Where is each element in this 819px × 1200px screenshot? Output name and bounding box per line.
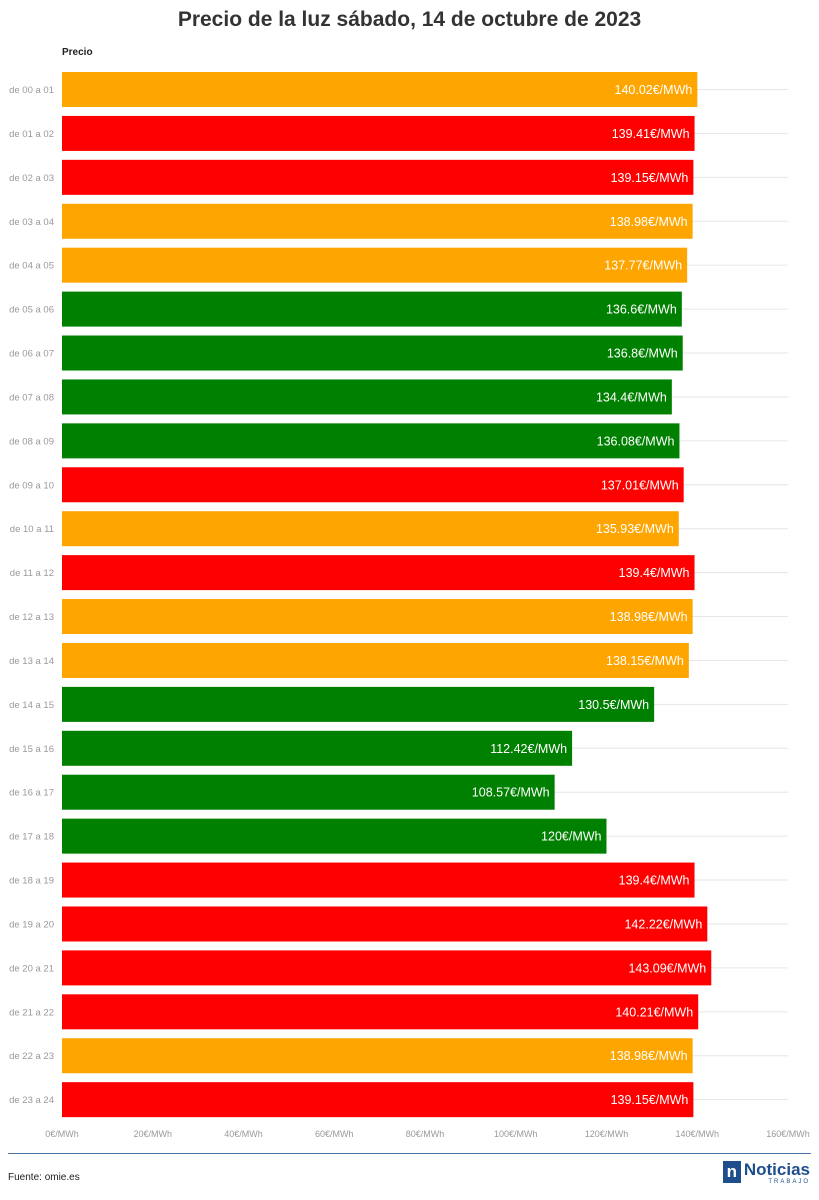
category-label: de 00 a 01 bbox=[9, 85, 54, 96]
category-label: de 21 a 22 bbox=[9, 1007, 54, 1018]
category-label: de 01 a 02 bbox=[9, 129, 54, 140]
x-tick-label: 160€/MWh bbox=[766, 1129, 810, 1139]
category-label: de 02 a 03 bbox=[9, 173, 54, 184]
logo-main-text: Noticias bbox=[743, 1160, 810, 1179]
category-label: de 16 a 17 bbox=[9, 788, 54, 799]
footer-divider bbox=[8, 1153, 811, 1154]
value-label: 139.4€/MWh bbox=[619, 566, 690, 580]
value-label: 137.01€/MWh bbox=[601, 478, 679, 492]
category-label: de 13 a 14 bbox=[9, 656, 54, 667]
value-label: 138.15€/MWh bbox=[606, 654, 684, 668]
category-label: de 06 a 07 bbox=[9, 349, 54, 360]
bar bbox=[62, 950, 712, 986]
logo-sub-text: TRABAJO bbox=[768, 1179, 810, 1185]
x-tick-label: 120€/MWh bbox=[585, 1129, 629, 1139]
value-label: 136.08€/MWh bbox=[597, 434, 675, 448]
category-label: de 10 a 11 bbox=[10, 524, 54, 535]
value-label: 140.21€/MWh bbox=[615, 1005, 693, 1019]
x-tick-label: 60€/MWh bbox=[315, 1129, 354, 1139]
bar bbox=[62, 115, 695, 151]
category-label: de 09 a 10 bbox=[9, 480, 54, 491]
value-label: 138.98€/MWh bbox=[610, 610, 688, 624]
bar bbox=[62, 159, 694, 195]
noticias-trabajo-logo: n Noticias TRABAJO bbox=[722, 1160, 810, 1186]
category-label: de 07 a 08 bbox=[9, 392, 54, 403]
category-label: de 19 a 20 bbox=[9, 919, 54, 930]
bar bbox=[62, 291, 682, 327]
category-label: de 03 a 04 bbox=[9, 217, 54, 228]
x-tick-label: 20€/MWh bbox=[133, 1129, 172, 1139]
bar bbox=[62, 862, 695, 898]
x-tick-label: 140€/MWh bbox=[675, 1129, 719, 1139]
value-label: 139.4€/MWh bbox=[619, 874, 690, 888]
source-text: Fuente: omie.es bbox=[8, 1172, 80, 1183]
bar bbox=[62, 906, 708, 942]
category-label: de 14 a 15 bbox=[9, 700, 54, 711]
bar bbox=[62, 511, 679, 547]
bar bbox=[62, 642, 689, 678]
value-label: 139.15€/MWh bbox=[611, 1093, 689, 1107]
category-label: de 17 a 18 bbox=[9, 832, 54, 843]
x-tick-label: 80€/MWh bbox=[406, 1129, 445, 1139]
category-label: de 20 a 21 bbox=[9, 963, 54, 974]
bar bbox=[62, 335, 683, 371]
value-label: 139.15€/MWh bbox=[611, 171, 689, 185]
bar bbox=[62, 994, 699, 1030]
category-label: de 04 a 05 bbox=[9, 261, 54, 272]
x-tick-label: 40€/MWh bbox=[224, 1129, 263, 1139]
logo-mark: n bbox=[722, 1161, 741, 1183]
bar bbox=[62, 555, 695, 591]
value-label: 135.93€/MWh bbox=[596, 522, 674, 536]
bar bbox=[62, 72, 698, 107]
bar bbox=[62, 379, 672, 415]
bar bbox=[62, 1038, 693, 1074]
bar bbox=[62, 203, 693, 239]
bar bbox=[62, 818, 607, 854]
category-label: de 08 a 09 bbox=[9, 436, 54, 447]
bar bbox=[62, 467, 684, 503]
value-label: 108.57€/MWh bbox=[472, 786, 550, 800]
bar bbox=[62, 1082, 694, 1118]
bar bbox=[62, 686, 655, 722]
value-label: 136.8€/MWh bbox=[607, 347, 678, 361]
value-label: 130.5€/MWh bbox=[578, 698, 649, 712]
value-label: 143.09€/MWh bbox=[628, 961, 706, 975]
value-label: 136.6€/MWh bbox=[606, 303, 677, 317]
category-label: de 22 a 23 bbox=[9, 1051, 54, 1062]
category-label: de 11 a 12 bbox=[10, 568, 54, 579]
value-label: 138.98€/MWh bbox=[610, 215, 688, 229]
value-label: 140.02€/MWh bbox=[615, 83, 693, 97]
bar bbox=[62, 774, 555, 810]
bar bbox=[62, 247, 688, 283]
bar bbox=[62, 730, 573, 766]
category-label: de 05 a 06 bbox=[9, 305, 54, 316]
value-label: 139.41€/MWh bbox=[612, 127, 690, 141]
value-label: 120€/MWh bbox=[541, 830, 601, 844]
value-label: 142.22€/MWh bbox=[624, 917, 702, 931]
bar bbox=[62, 423, 680, 459]
x-tick-label: 0€/MWh bbox=[45, 1129, 79, 1139]
x-tick-label: 100€/MWh bbox=[494, 1129, 538, 1139]
category-label: de 23 a 24 bbox=[9, 1095, 54, 1106]
bar-chart: de 00 a 01 140.02€/MWh de 01 a 02 139.41€/M… bbox=[9, 72, 810, 1139]
category-label: de 18 a 19 bbox=[9, 876, 54, 887]
category-label: de 15 a 16 bbox=[9, 744, 54, 755]
bar bbox=[62, 599, 693, 635]
value-label: 112.42€/MWh bbox=[490, 742, 567, 756]
value-label: 138.98€/MWh bbox=[610, 1049, 688, 1063]
value-label: 137.77€/MWh bbox=[604, 259, 682, 273]
value-label: 134.4€/MWh bbox=[596, 390, 667, 404]
chart-title: Precio de la luz sábado, 14 de octubre d… bbox=[177, 8, 642, 31]
series-label: Precio bbox=[62, 47, 93, 58]
category-label: de 12 a 13 bbox=[9, 612, 54, 623]
